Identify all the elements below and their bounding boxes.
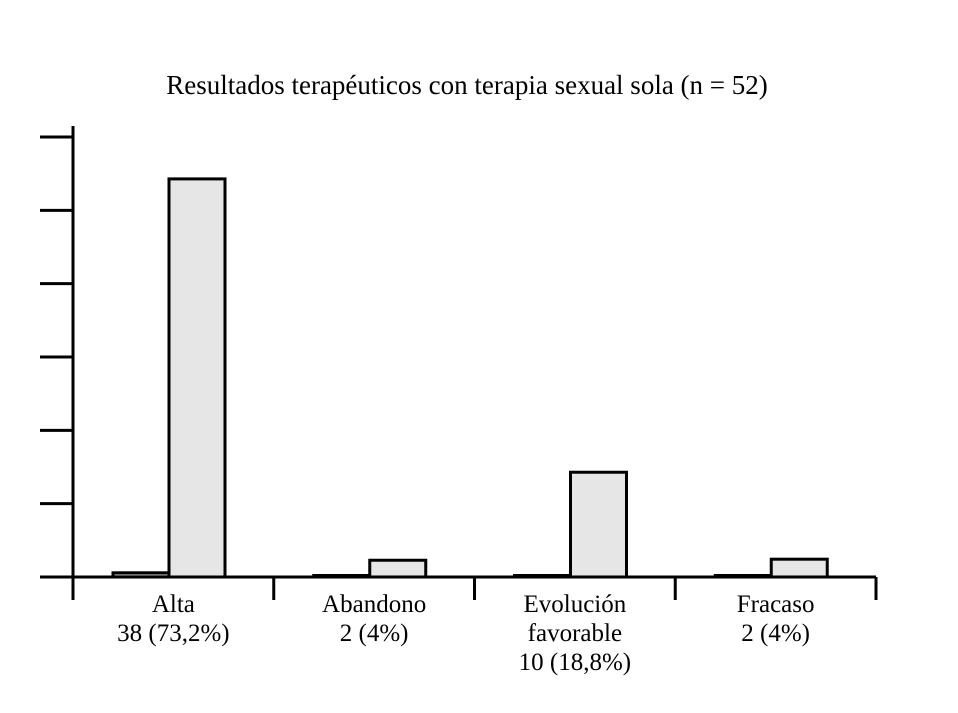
category-label: Alta 38 (73,2%) bbox=[117, 591, 229, 647]
category-label-line: 2 (4%) bbox=[340, 620, 409, 647]
bar bbox=[167, 177, 227, 579]
bar bbox=[513, 574, 572, 579]
chart-title: Resultados terapéuticos con terapia sexu… bbox=[166, 70, 768, 100]
category-label: Abandono 2 (4%) bbox=[322, 591, 426, 647]
bars bbox=[111, 177, 829, 579]
category-label-line: 10 (18,8%) bbox=[519, 649, 631, 676]
category-label-line: 38 (73,2%) bbox=[117, 620, 229, 647]
category-label: Fracaso 2 (4%) bbox=[737, 591, 815, 647]
bar bbox=[713, 574, 773, 579]
category-label-line: Evolución bbox=[523, 591, 626, 618]
bar bbox=[368, 558, 428, 579]
bar bbox=[569, 470, 628, 579]
bar bbox=[312, 574, 372, 579]
category-label-line: Alta bbox=[152, 591, 195, 618]
bar bbox=[769, 557, 829, 579]
category-label: Evolución favorable 10 (18,8%) bbox=[519, 591, 631, 676]
category-labels: Alta 38 (73,2%)Abandono 2 (4%)Evolución fav… bbox=[117, 591, 814, 676]
bar bbox=[111, 571, 171, 579]
y-axis bbox=[40, 126, 75, 577]
category-label-line: favorable bbox=[528, 620, 622, 647]
category-label-line: Fracaso bbox=[737, 591, 815, 618]
category-label-line: 2 (4%) bbox=[741, 620, 810, 647]
category-label-line: Abandono bbox=[322, 591, 426, 618]
